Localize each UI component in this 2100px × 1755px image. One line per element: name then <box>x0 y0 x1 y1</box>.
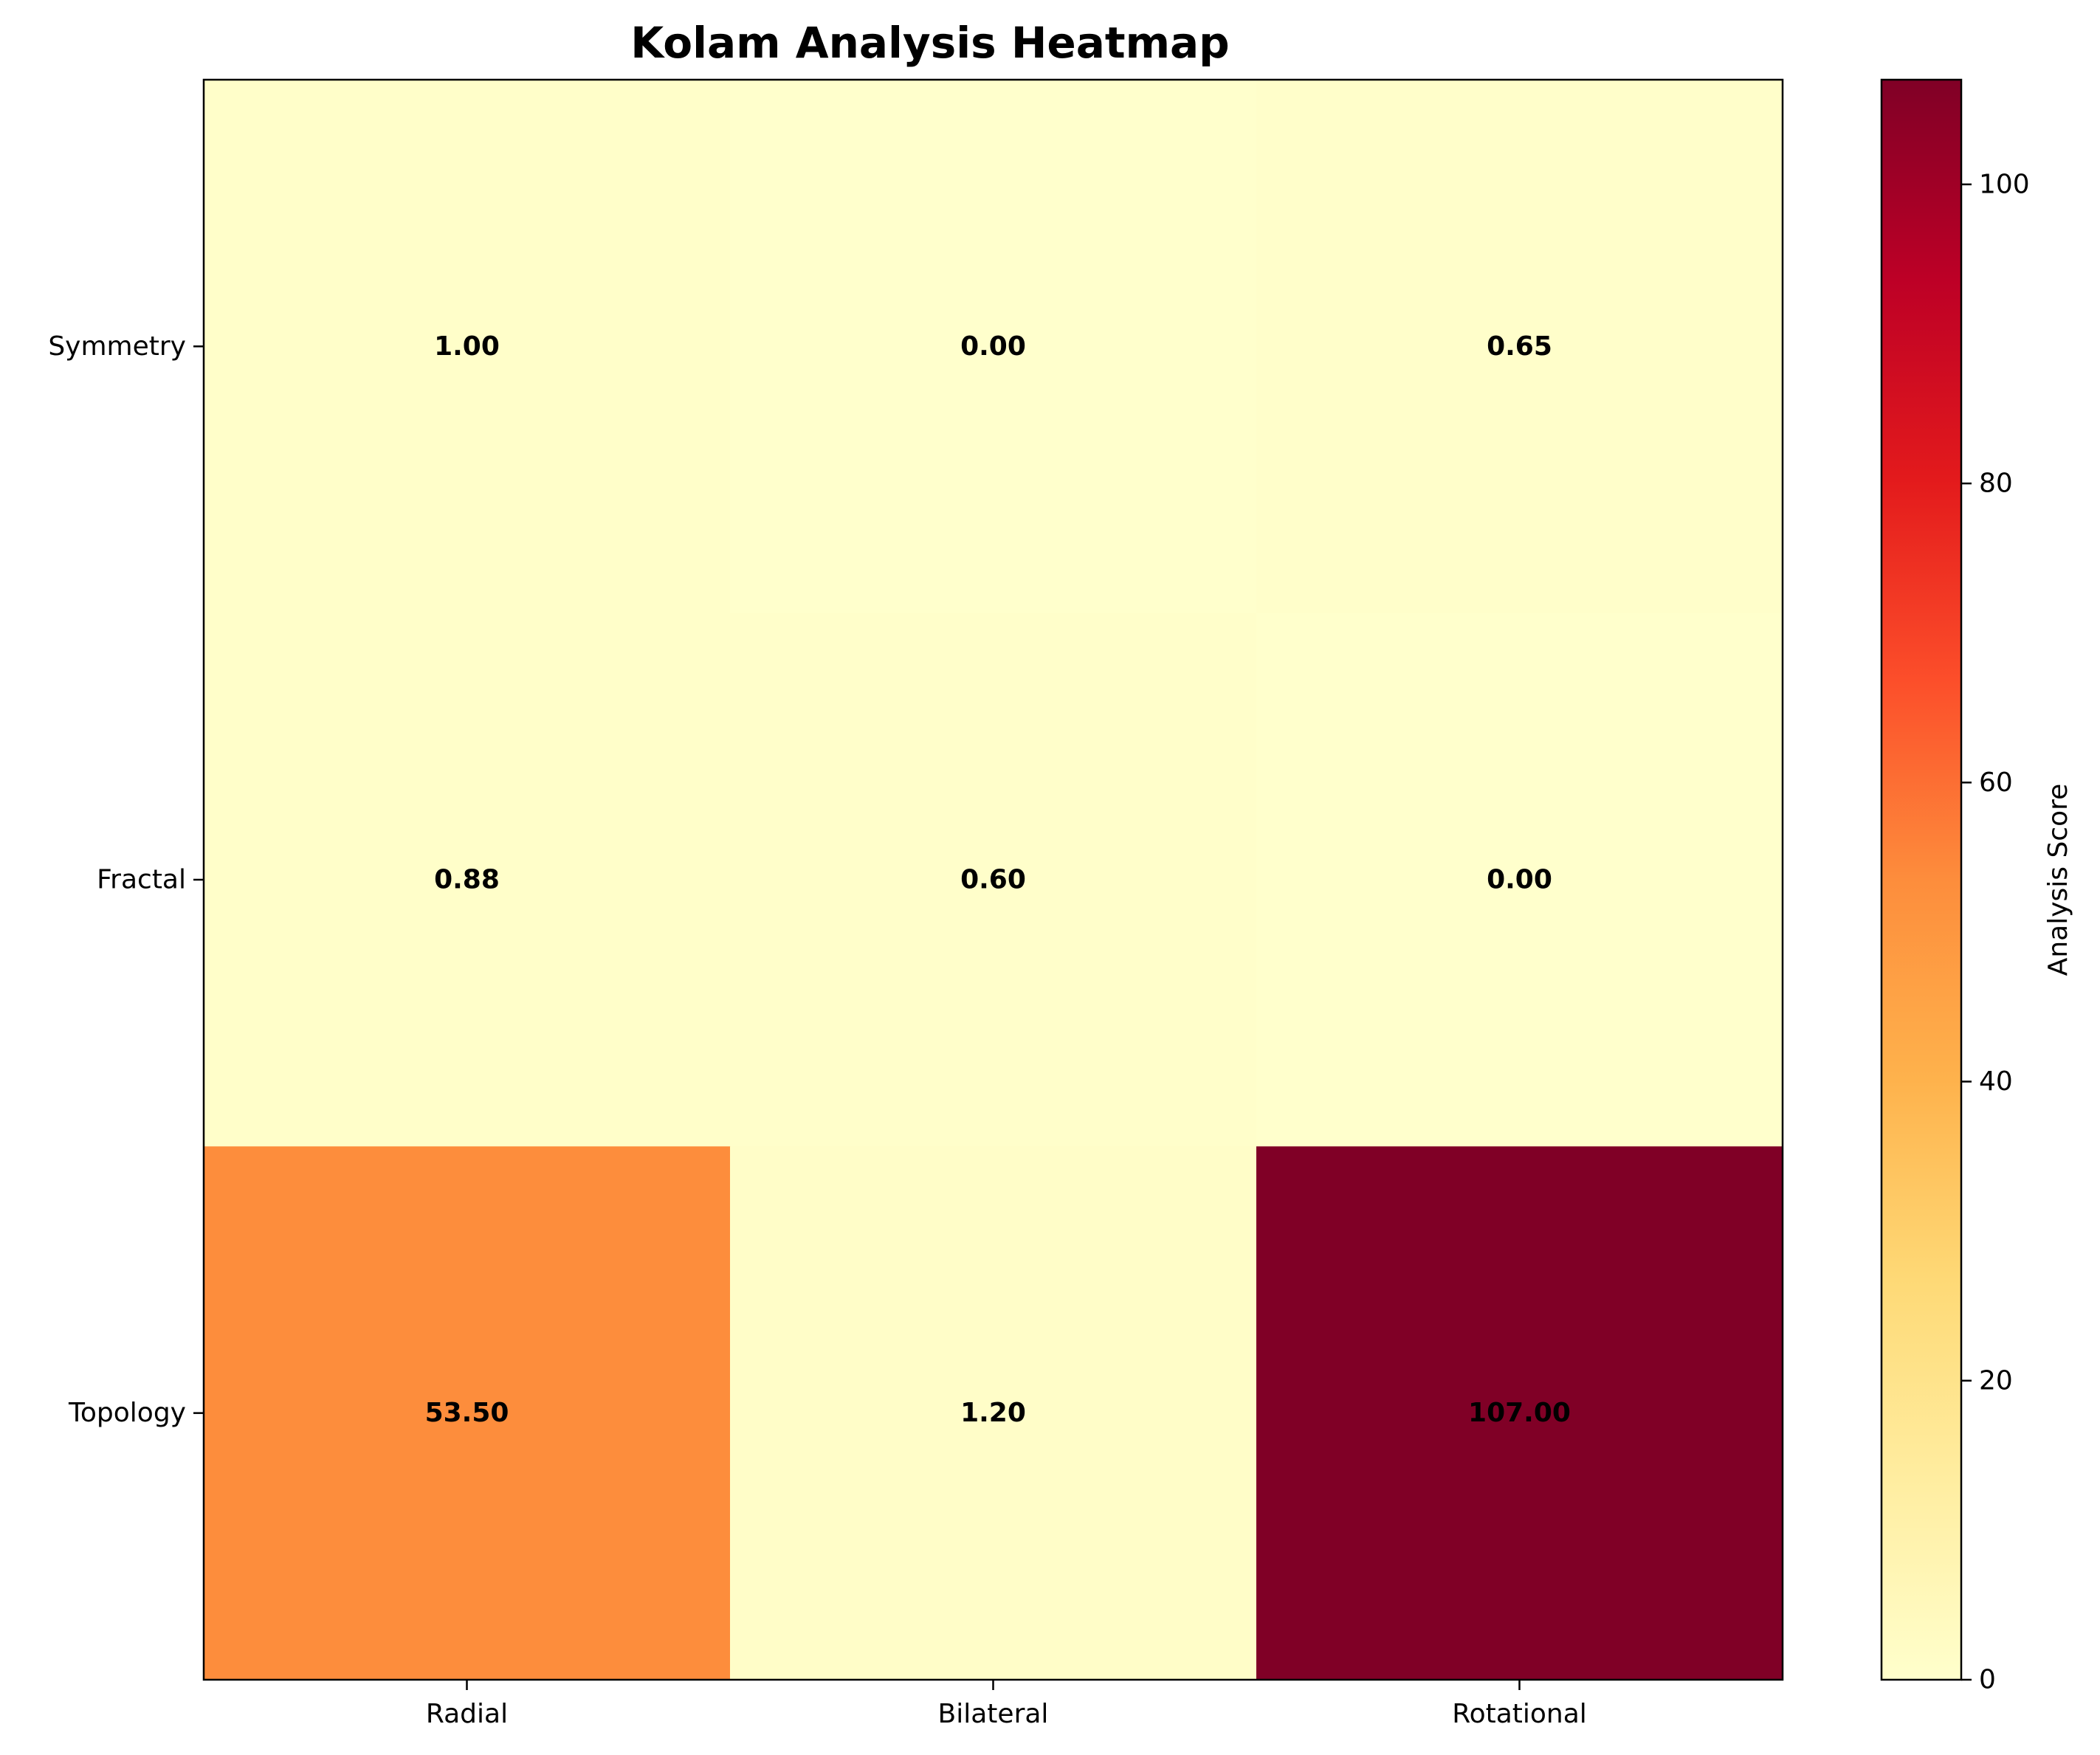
x-axis: Radial Bilateral Rotational <box>426 1680 1587 1729</box>
cell-value-label: 107.00 <box>1468 1398 1571 1428</box>
x-tick-label: Rotational <box>1452 1699 1587 1729</box>
cell-value-label: 0.00 <box>1487 865 1552 895</box>
heatmap-cell <box>1256 613 1783 1147</box>
y-tick-label: Topology <box>68 1398 186 1428</box>
colorbar-tick-label: 100 <box>1979 169 2030 199</box>
colorbar-tick-label: 60 <box>1979 768 2013 798</box>
y-tick-label: Fractal <box>97 865 186 895</box>
chart-title: Kolam Analysis Heatmap <box>630 18 1229 68</box>
colorbar-tick-label: 80 <box>1979 469 2013 499</box>
y-tick-label: Symmetry <box>48 331 186 362</box>
x-tick-label: Radial <box>426 1699 508 1729</box>
heatmap-cell <box>730 1146 1257 1680</box>
heatmap-cell-labels: 1.00 0.00 0.65 0.88 0.60 0.00 53.50 1.20 107.00 <box>425 331 1571 1428</box>
heatmap-cell <box>204 80 731 614</box>
colorbar-axis: 0 20 40 60 80 100 <box>1961 169 2030 1695</box>
heatmap-cell <box>730 613 1257 1147</box>
x-tick-label: Bilateral <box>938 1699 1049 1729</box>
cell-value-label: 0.00 <box>960 331 1026 362</box>
cell-value-label: 1.20 <box>960 1398 1026 1428</box>
cell-value-label: 0.88 <box>434 865 500 895</box>
cell-value-label: 1.00 <box>434 331 500 362</box>
cell-value-label: 0.60 <box>960 865 1026 895</box>
colorbar-label: Analysis Score <box>2043 784 2073 976</box>
cell-value-label: 53.50 <box>425 1398 509 1428</box>
y-axis: Symmetry Fractal Topology <box>48 331 204 1428</box>
colorbar-tick-label: 20 <box>1979 1365 2013 1396</box>
heatmap-cell <box>730 80 1257 614</box>
colorbar-tick-label: 0 <box>1979 1665 1996 1695</box>
colorbar-tick-label: 40 <box>1979 1066 2013 1097</box>
colorbar <box>1880 78 1963 1681</box>
cell-value-label: 0.65 <box>1487 331 1552 362</box>
heatmap-cells <box>204 80 1783 1680</box>
heatmap-cell <box>204 613 731 1147</box>
heatmap-cell <box>1256 1146 1783 1680</box>
heatmap-cell <box>1256 80 1783 614</box>
heatmap-cell <box>204 1146 731 1680</box>
